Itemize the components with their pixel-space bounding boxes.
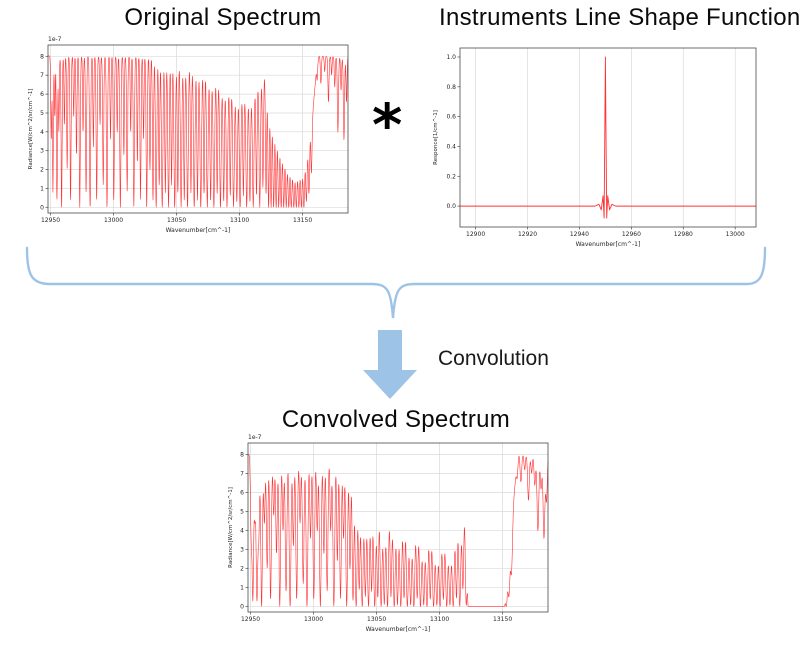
svg-text:12960: 12960 — [622, 231, 641, 238]
svg-text:8: 8 — [240, 451, 244, 458]
svg-text:0.2: 0.2 — [446, 173, 456, 180]
svg-text:0.8: 0.8 — [446, 84, 456, 91]
svg-text:5: 5 — [240, 508, 244, 515]
svg-text:7: 7 — [240, 470, 244, 477]
svg-text:12900: 12900 — [466, 231, 485, 238]
ils-title: Instruments Line Shape Function — [439, 4, 800, 31]
svg-text:Wavenumber[cm^-1]: Wavenumber[cm^-1] — [166, 227, 231, 234]
svg-text:7: 7 — [40, 72, 44, 79]
svg-text:Responce[1/cm^-1]: Responce[1/cm^-1] — [433, 110, 439, 165]
svg-text:6: 6 — [40, 91, 44, 98]
svg-text:1e-7: 1e-7 — [48, 36, 62, 43]
svg-text:Wavenumber[cm^-1]: Wavenumber[cm^-1] — [366, 626, 431, 633]
svg-text:13150: 13150 — [293, 217, 312, 224]
svg-text:Wavenumber[cm^-1]: Wavenumber[cm^-1] — [576, 241, 641, 248]
svg-text:12940: 12940 — [570, 231, 589, 238]
svg-text:1.0: 1.0 — [446, 54, 456, 61]
svg-text:1: 1 — [40, 186, 44, 193]
svg-text:4: 4 — [240, 527, 244, 534]
svg-text:12950: 12950 — [241, 616, 260, 623]
svg-text:2: 2 — [40, 167, 44, 174]
svg-text:13050: 13050 — [367, 616, 386, 623]
svg-text:5: 5 — [40, 110, 44, 117]
svg-text:13050: 13050 — [167, 217, 186, 224]
svg-text:13000: 13000 — [726, 231, 745, 238]
svg-text:Radiance[W/cm^2/sr/cm^-1]: Radiance[W/cm^2/sr/cm^-1] — [228, 487, 234, 568]
svg-text:0.4: 0.4 — [446, 144, 456, 151]
brace-shape — [25, 246, 767, 319]
svg-text:0: 0 — [40, 204, 44, 211]
svg-text:3: 3 — [240, 546, 244, 553]
convolution-label: Convolution — [438, 347, 549, 370]
svg-text:3: 3 — [40, 148, 44, 155]
svg-text:6: 6 — [240, 489, 244, 496]
svg-text:8: 8 — [40, 53, 44, 60]
svg-text:1e-7: 1e-7 — [248, 434, 262, 441]
svg-text:4: 4 — [40, 129, 44, 136]
svg-text:0.6: 0.6 — [446, 114, 456, 121]
down-arrow-icon — [363, 330, 417, 399]
svg-text:12920: 12920 — [518, 231, 537, 238]
ils-plot: 12900 12920 12940 12960 12980 13000 0.0 0.2 0.4 0… — [433, 47, 757, 248]
svg-text:13000: 13000 — [304, 616, 323, 623]
svg-text:0.0: 0.0 — [446, 203, 456, 210]
svg-text:13000: 13000 — [104, 217, 123, 224]
original-spectrum-title: Original Spectrum — [124, 4, 322, 31]
convolved-spectrum-title: Convolved Spectrum — [281, 406, 511, 433]
svg-text:12980: 12980 — [674, 231, 693, 238]
svg-text:13100: 13100 — [430, 616, 449, 623]
original-spectrum-plot: 12950 13000 13050 13100 13150 0 1 2 3 4 5 6 7 8 Wavenu… — [28, 36, 349, 234]
svg-text:0: 0 — [240, 603, 244, 610]
asterisk-operator: * — [372, 91, 403, 159]
convolved-spectrum-plot: 12950 13000 13050 13100 13150 0 1 2 3 4 5 6 7 8 Wavenu… — [228, 434, 549, 633]
svg-text:2: 2 — [240, 565, 244, 572]
svg-text:13150: 13150 — [493, 616, 512, 623]
svg-text:Radiance[W/cm^2/sr/cm^-1]: Radiance[W/cm^2/sr/cm^-1] — [28, 89, 34, 170]
svg-text:12950: 12950 — [41, 217, 60, 224]
svg-text:1: 1 — [240, 584, 244, 591]
svg-text:13100: 13100 — [230, 217, 249, 224]
